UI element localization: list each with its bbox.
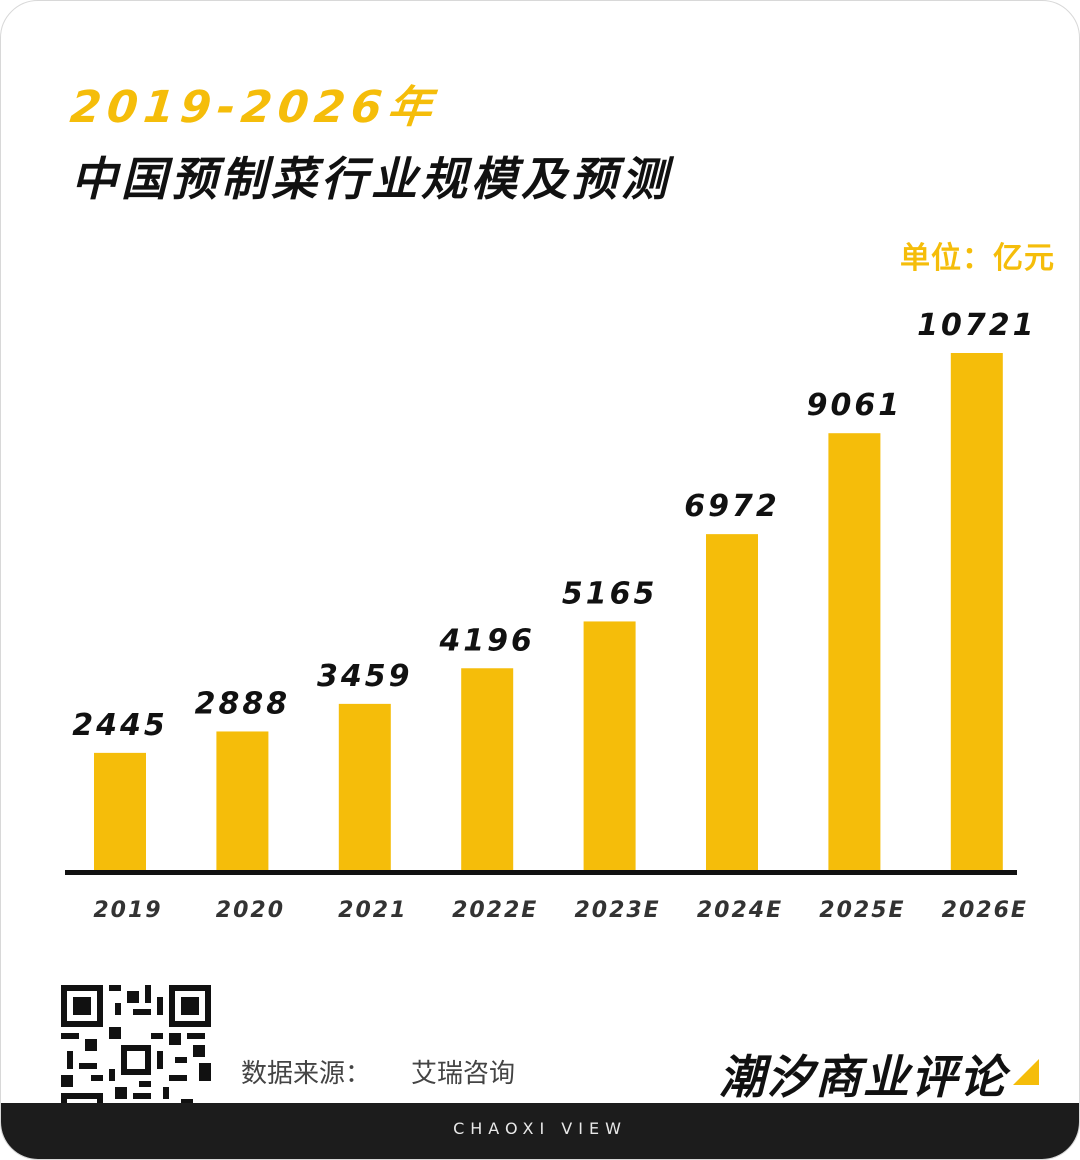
data-label-2025E: 9061 bbox=[807, 388, 903, 423]
x-tick-2022E: 2022E bbox=[452, 898, 538, 923]
data-label-2020: 2888 bbox=[195, 686, 291, 721]
bar-2019 bbox=[94, 752, 146, 871]
bar-2026E bbox=[950, 353, 1003, 871]
data-label-2021: 3459 bbox=[317, 659, 413, 694]
x-axis-line bbox=[65, 870, 1017, 875]
x-tick-2026E: 2026E bbox=[942, 898, 1028, 923]
x-tick-2023E: 2023E bbox=[574, 898, 660, 923]
page-title: 中国预制菜行业规模及预测 bbox=[71, 152, 671, 206]
x-tick-2021: 2021 bbox=[338, 898, 407, 923]
brand-logo: 潮汐商业评论 bbox=[719, 1050, 1007, 1104]
bar-chart: 2445 2019 2888 2020 3459 2021 4196 2022E 5165 202… bbox=[65, 308, 1036, 923]
data-label-2022E: 4196 bbox=[438, 623, 535, 658]
bar-2024E bbox=[706, 534, 758, 871]
data-source: 数据来源： 艾瑞咨询 bbox=[241, 1053, 515, 1090]
data-label-2024E: 6972 bbox=[684, 489, 780, 524]
brand-triangle-icon bbox=[1013, 1059, 1039, 1085]
bar-2022E bbox=[461, 668, 514, 871]
bar-2025E bbox=[828, 433, 881, 871]
x-tick-2024E: 2024E bbox=[697, 898, 783, 923]
source-label: 数据来源： bbox=[241, 1059, 372, 1089]
data-label-2023E: 5165 bbox=[562, 576, 658, 611]
bar-2020 bbox=[216, 731, 269, 871]
x-tick-2019: 2019 bbox=[93, 898, 162, 923]
bar-2021 bbox=[338, 703, 391, 871]
unit-label: 单位：亿元 bbox=[900, 241, 1055, 276]
data-label-2019: 2445 bbox=[72, 708, 168, 743]
x-tick-2020: 2020 bbox=[216, 898, 285, 923]
source-value: 艾瑞咨询 bbox=[411, 1059, 516, 1089]
data-label-2026E: 10721 bbox=[917, 308, 1036, 343]
bar-2023E bbox=[583, 621, 636, 871]
footer-bar bbox=[1, 1103, 1079, 1159]
x-tick-2025E: 2025E bbox=[819, 898, 905, 923]
footer-tagline: CHAOXI VIEW bbox=[453, 1119, 627, 1138]
